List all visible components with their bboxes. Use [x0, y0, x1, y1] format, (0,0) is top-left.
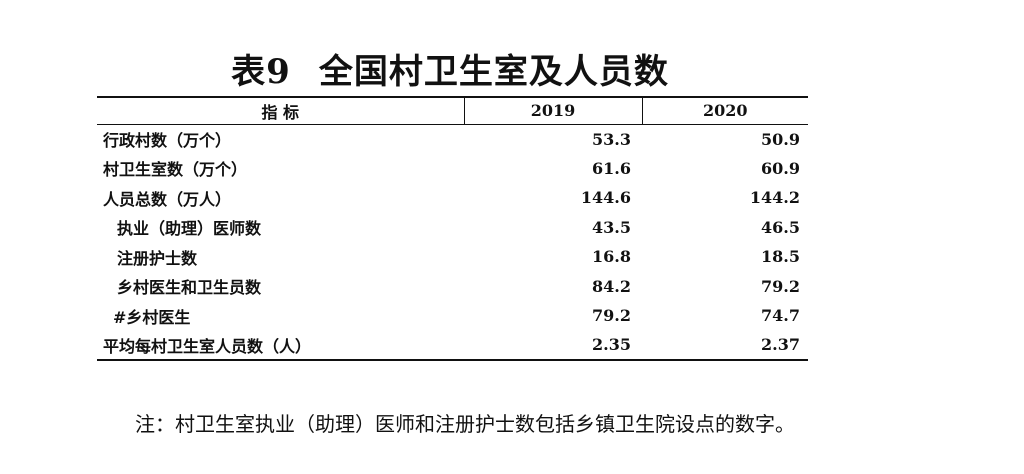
cell: 79.2: [761, 276, 800, 296]
row-label: 行政村数（万个）: [103, 131, 232, 150]
column-header: 2019: [463, 97, 642, 124]
table-title: 表9 全国村卫生室及人员数: [0, 44, 900, 93]
cell: 144.2: [749, 188, 800, 208]
cell: 84.2: [592, 276, 631, 296]
column-header: 指 标: [261, 102, 300, 122]
row: 执业（助理）医师数 43.5 46.5: [97, 213, 808, 243]
row: 人员总数（万人） 144.6 144.2: [97, 183, 808, 213]
row: 乡村医生和卫生员数 84.2 79.2: [97, 272, 808, 302]
cell: 18.5: [761, 247, 800, 267]
row-label: #乡村医生: [113, 307, 191, 327]
cell: 60.9: [761, 158, 800, 178]
table-head: 指 标 2019 2020: [97, 97, 808, 124]
row: #乡村医生 79.2 74.7: [97, 301, 808, 331]
footnote: 注：村卫生室执业（助理）医师和注册护士数包括乡镇卫生院设点的数字。: [135, 412, 795, 436]
cell: 74.7: [761, 306, 800, 326]
row: 村卫生室数（万个） 61.6 60.9: [97, 154, 808, 184]
table-number: 表9: [231, 52, 291, 92]
cell: 61.6: [592, 158, 631, 178]
cell: 2.37: [761, 335, 800, 355]
cell: 53.3: [592, 129, 631, 149]
row-label: 注册护士数: [117, 248, 198, 268]
column-header: 2020: [641, 97, 808, 124]
cell: 46.5: [761, 217, 800, 237]
cell: 144.6: [580, 188, 631, 208]
header-row: 指 标 2019 2020: [97, 97, 808, 124]
row-label: 村卫生室数（万个）: [103, 160, 248, 180]
cell: 16.8: [592, 247, 631, 267]
row: 行政村数（万个） 53.3 50.9: [97, 124, 808, 154]
row-label: 乡村医生和卫生员数: [117, 278, 262, 298]
row: 注册护士数 16.8 18.5: [97, 242, 808, 272]
row-label: 执业（助理）医师数: [117, 219, 262, 239]
table-body: 行政村数（万个） 53.3 50.9 村卫生室数（万个） 61.6 60.9 人员总数（…: [97, 124, 808, 360]
cell: 43.5: [592, 217, 631, 237]
data-table: 指 标 2019 2020 行政村数（万个） 53.3 50.9 村卫生室数（万个）…: [97, 96, 808, 361]
title-text: 全国村卫生室及人员数: [318, 52, 669, 92]
row: 平均每村卫生室人员数（人） 2.35 2.37: [97, 331, 808, 360]
row-label: 人员总数（万人）: [103, 189, 232, 209]
row-label: 平均每村卫生室人员数（人）: [103, 336, 312, 356]
cell: 2.35: [592, 335, 631, 355]
cell: 79.2: [592, 306, 631, 326]
cell: 50.9: [761, 129, 800, 149]
